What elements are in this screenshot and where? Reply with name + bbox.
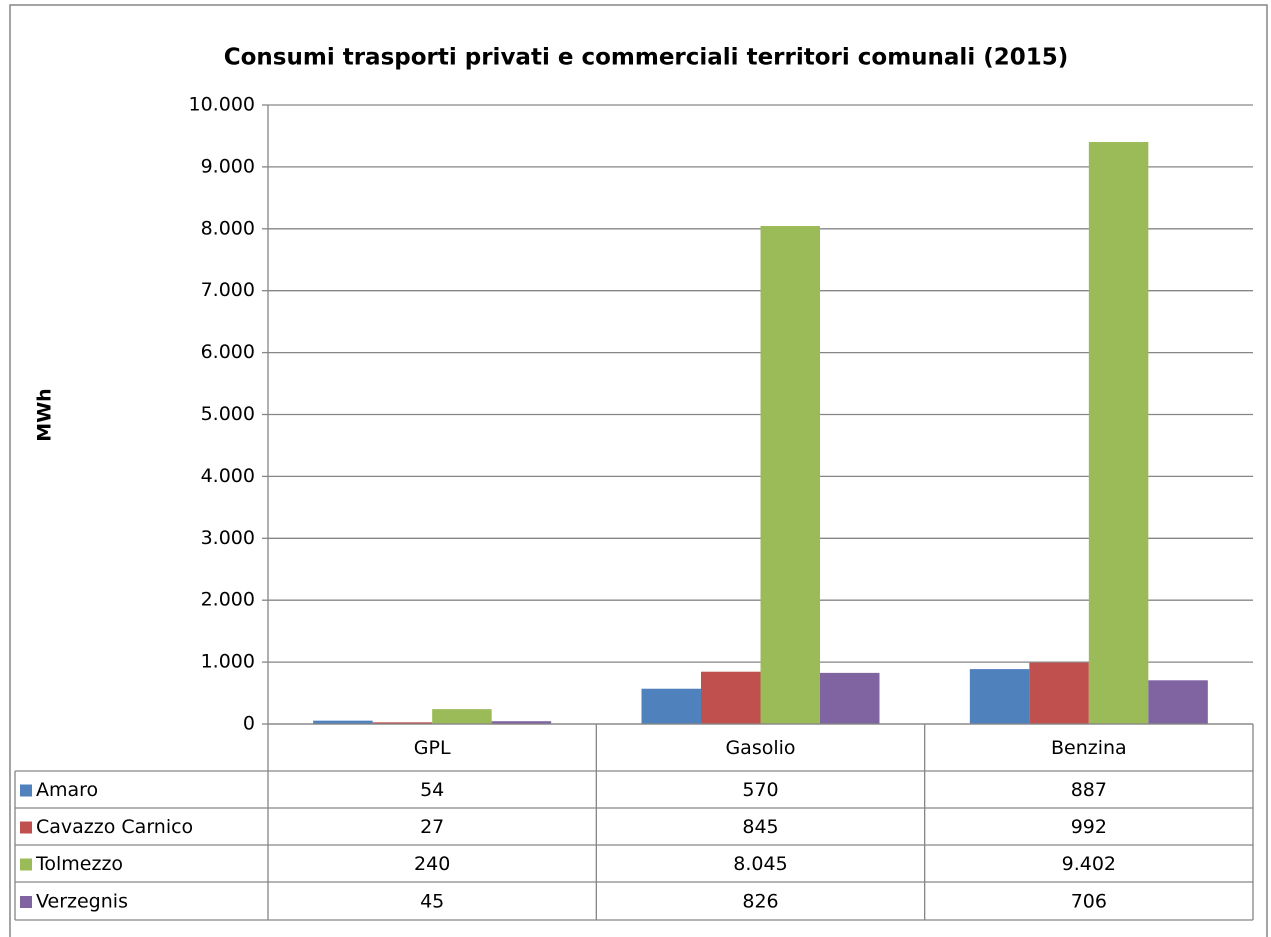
y-tick-label: 2.000 [201,589,255,611]
table-value: 240 [414,853,450,875]
table-value: 27 [420,816,444,838]
bar [641,688,701,724]
table-value: 992 [1071,816,1107,838]
legend-swatch [20,896,32,908]
y-tick-label: 4.000 [201,465,255,487]
legend-label: Cavazzo Carnico [36,816,193,838]
chart-frame [9,4,1268,937]
table-value: 706 [1071,891,1107,913]
y-tick-label: 8.000 [201,217,255,239]
table-value: 826 [742,891,778,913]
legend-label: Verzegnis [36,891,128,913]
bar [1088,142,1149,724]
legend-swatch [20,858,32,871]
table-value: 45 [420,891,444,913]
bar [372,722,433,724]
bar [701,671,761,724]
table-value: 54 [420,779,444,801]
bar [491,721,552,724]
bar [313,720,373,724]
legend-label: Tolmezzo [35,853,123,875]
bar [1148,680,1208,724]
bar [432,709,492,724]
legend-label: Amaro [36,779,98,801]
chart-title: Consumi trasporti privati e commerciali … [224,45,1069,71]
table-value: 887 [1071,779,1107,801]
legend-swatch [20,784,32,797]
table-value: 9.402 [1062,853,1116,875]
bar [969,669,1030,724]
y-axis-label: MWh [34,388,56,441]
x-tick-label: Gasolio [725,737,795,759]
bar [820,672,880,724]
y-tick-label: 6.000 [201,341,255,363]
y-tick-label: 7.000 [201,279,255,301]
y-tick-label: 10.000 [189,94,255,116]
y-tick-label: 3.000 [201,527,255,549]
y-tick-label: 5.000 [201,403,255,425]
table-value: 570 [742,779,778,801]
y-tick-label: 0 [243,713,255,735]
y-tick-label: 1.000 [201,651,255,673]
legend-swatch [20,821,32,834]
x-tick-label: Benzina [1051,737,1127,759]
x-tick-label: GPL [414,737,451,759]
table-value: 845 [742,816,778,838]
table-value: 8.045 [733,853,787,875]
bar [1029,662,1089,724]
y-tick-label: 9.000 [201,155,255,177]
bar [760,226,820,724]
